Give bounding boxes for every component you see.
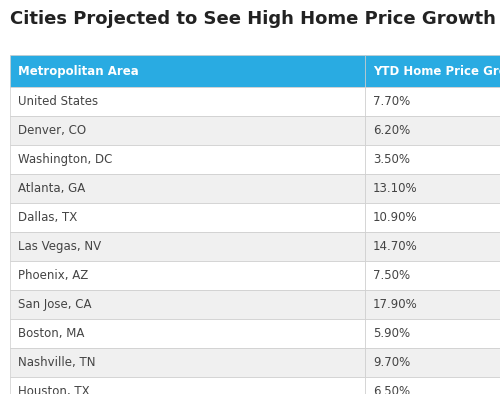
Text: Washington, DC: Washington, DC	[18, 153, 112, 166]
Bar	[10, 145, 365, 174]
Text: Las Vegas, NV: Las Vegas, NV	[18, 240, 101, 253]
Bar	[365, 261, 500, 290]
Text: YTD Home Price Growth: YTD Home Price Growth	[373, 65, 500, 78]
Text: 7.50%: 7.50%	[373, 269, 410, 282]
Bar	[365, 116, 500, 145]
Bar	[365, 348, 500, 377]
Text: 7.70%: 7.70%	[373, 95, 410, 108]
Bar	[365, 203, 500, 232]
Bar	[10, 174, 365, 203]
Bar	[365, 377, 500, 394]
Bar	[365, 232, 500, 261]
Text: 9.70%: 9.70%	[373, 356, 410, 369]
Text: 6.20%: 6.20%	[373, 124, 410, 137]
Text: Houston, TX: Houston, TX	[18, 385, 90, 394]
Bar	[365, 174, 500, 203]
Bar	[10, 348, 365, 377]
Text: Phoenix, AZ: Phoenix, AZ	[18, 269, 88, 282]
Bar	[10, 290, 365, 319]
Text: 17.90%: 17.90%	[373, 298, 418, 311]
Bar	[365, 290, 500, 319]
Text: 5.90%: 5.90%	[373, 327, 410, 340]
Bar	[10, 377, 365, 394]
Text: Metropolitan Area: Metropolitan Area	[18, 65, 139, 78]
Text: Atlanta, GA: Atlanta, GA	[18, 182, 85, 195]
Bar	[10, 116, 365, 145]
Text: Denver, CO: Denver, CO	[18, 124, 86, 137]
Bar	[10, 232, 365, 261]
Text: Boston, MA: Boston, MA	[18, 327, 84, 340]
Text: 10.90%: 10.90%	[373, 211, 418, 224]
Text: San Jose, CA: San Jose, CA	[18, 298, 92, 311]
Bar	[365, 145, 500, 174]
Bar	[10, 55, 365, 87]
Bar	[10, 87, 365, 116]
Text: 6.50%: 6.50%	[373, 385, 410, 394]
Bar	[365, 319, 500, 348]
Text: 14.70%: 14.70%	[373, 240, 418, 253]
Text: Cities Projected to See High Home Price Growth in 2019: Cities Projected to See High Home Price …	[10, 10, 500, 28]
Text: Nashville, TN: Nashville, TN	[18, 356, 96, 369]
Text: 3.50%: 3.50%	[373, 153, 410, 166]
Bar	[10, 203, 365, 232]
Bar	[365, 87, 500, 116]
Text: 13.10%: 13.10%	[373, 182, 418, 195]
Bar	[10, 319, 365, 348]
Bar	[10, 261, 365, 290]
Bar	[365, 55, 500, 87]
Text: Dallas, TX: Dallas, TX	[18, 211, 77, 224]
Text: United States: United States	[18, 95, 98, 108]
